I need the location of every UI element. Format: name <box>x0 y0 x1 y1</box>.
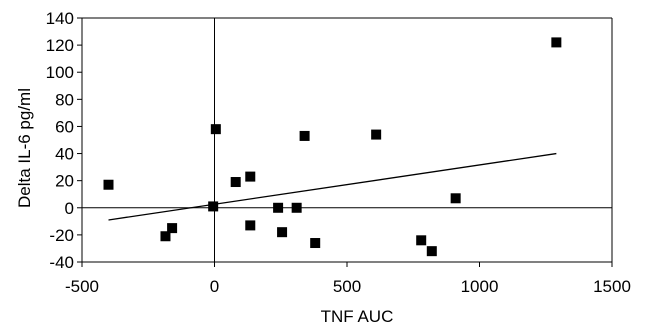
y-tick-label: 0 <box>65 199 74 218</box>
data-point <box>245 171 256 182</box>
y-tick-label: -40 <box>49 253 74 272</box>
data-point <box>230 177 241 188</box>
data-point <box>103 179 114 190</box>
x-axis-ticks: -500 0 500 1000 1500 <box>65 262 631 296</box>
y-tick-label: 120 <box>46 36 74 55</box>
data-point <box>299 130 310 141</box>
x-tick-label: 1000 <box>461 277 499 296</box>
plot-area <box>81 17 613 263</box>
y-tick-label: 80 <box>55 90 74 109</box>
y-axis-ticks: -40 -20 0 20 40 60 80 100 120 140 <box>46 9 82 272</box>
x-tick-label: 500 <box>333 277 361 296</box>
x-tick-label: -500 <box>65 277 99 296</box>
data-point <box>416 235 427 246</box>
trendline <box>108 152 557 221</box>
data-point <box>167 223 178 234</box>
data-point <box>208 201 219 212</box>
data-point <box>277 227 288 238</box>
y-tick-label: -20 <box>49 226 74 245</box>
y-tick-label: 140 <box>46 9 74 28</box>
data-point <box>310 238 321 249</box>
y-tick-label: 60 <box>55 117 74 136</box>
data-point <box>160 231 171 242</box>
data-point <box>245 220 256 231</box>
data-points <box>103 37 562 257</box>
data-point <box>291 202 302 213</box>
y-tick-label: 100 <box>46 63 74 82</box>
trendline-group <box>108 152 557 221</box>
data-point <box>371 129 382 140</box>
x-tick-label: 1500 <box>593 277 631 296</box>
y-tick-label: 20 <box>55 172 74 191</box>
data-point <box>210 124 221 135</box>
data-point <box>551 37 562 48</box>
data-point <box>426 246 437 257</box>
x-axis-title: TNF AUC <box>321 307 394 326</box>
x-tick-label: 0 <box>210 277 219 296</box>
data-point <box>273 202 284 213</box>
y-axis-title: Delta IL-6 pg/ml <box>15 88 34 208</box>
data-point <box>450 193 461 204</box>
y-tick-label: 40 <box>55 145 74 164</box>
